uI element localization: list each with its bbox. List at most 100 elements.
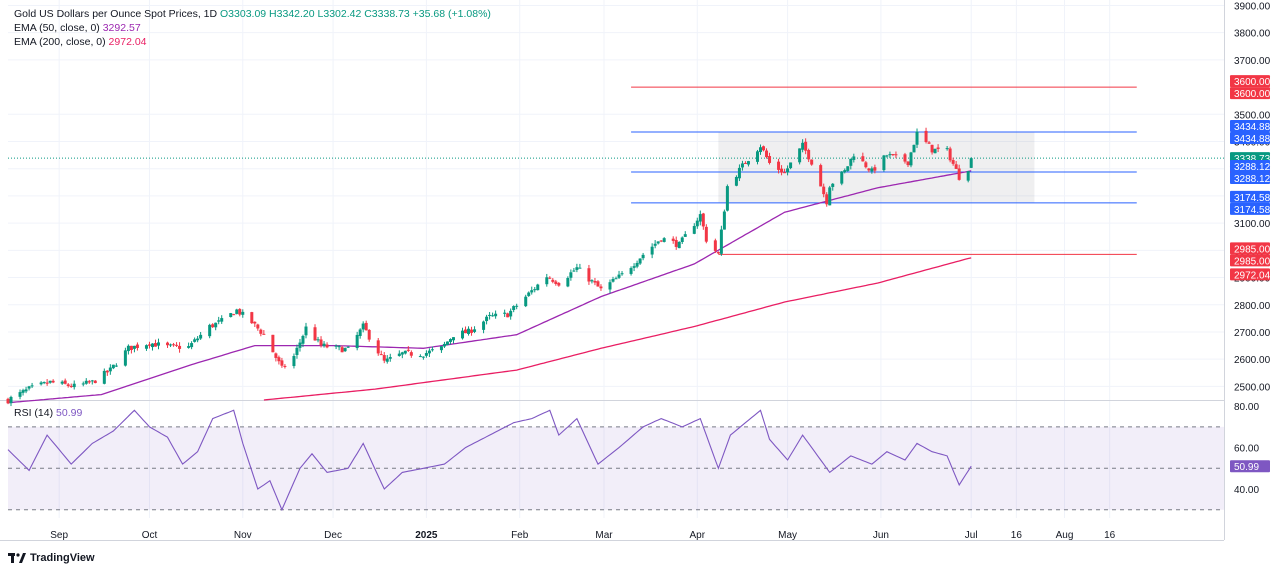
candle [864, 160, 868, 169]
candle-body [849, 158, 853, 166]
candle-body [659, 240, 663, 242]
candle [403, 350, 407, 355]
candle-body [27, 386, 31, 389]
candle-body [915, 131, 919, 145]
price-tick-label: 3900.00 [1234, 1, 1271, 12]
candle-body [789, 162, 793, 169]
candle [632, 263, 636, 272]
tradingview-logo[interactable]: TradingView [8, 552, 95, 564]
candle-body [888, 154, 892, 156]
candle-body [153, 343, 157, 347]
candle [713, 238, 717, 254]
candle-body [927, 142, 931, 144]
time-tick-label: Sep [50, 530, 68, 541]
candle [948, 146, 952, 163]
candle [448, 338, 452, 345]
candle [548, 276, 552, 280]
candle [172, 342, 176, 347]
candle-body [379, 354, 383, 356]
candle [801, 139, 805, 153]
candle-body [957, 168, 961, 180]
candle [524, 294, 528, 308]
candle-body [527, 292, 531, 296]
candle-body [196, 338, 200, 341]
candle [680, 236, 684, 244]
price-label-tag: 3434.88 [1230, 120, 1271, 133]
candle-body [485, 316, 489, 322]
candle-body [762, 146, 766, 151]
time-tick-label: Dec [324, 530, 342, 541]
candle-body [825, 194, 829, 205]
candle [129, 345, 133, 354]
candle [852, 153, 856, 163]
price-label-bg [1230, 202, 1270, 215]
candle [51, 379, 55, 384]
candle [780, 165, 784, 176]
candle-body [42, 382, 46, 384]
candle-body [650, 246, 654, 255]
candle [135, 342, 139, 351]
time-tick-label: Nov [234, 530, 252, 541]
candle [304, 322, 308, 339]
candle [406, 346, 410, 352]
candle [903, 152, 907, 164]
candle [461, 327, 465, 340]
candle [111, 364, 115, 370]
candle-body [262, 333, 266, 335]
price-label-tag: 3600.00 [1230, 75, 1271, 88]
candle-body [304, 326, 308, 336]
candle [789, 162, 793, 170]
candle [545, 273, 549, 287]
candle [262, 330, 266, 335]
candle [819, 163, 823, 187]
candles-layer[interactable] [6, 127, 973, 407]
candle [722, 209, 726, 230]
legend-symbol-row[interactable]: Gold US Dollars per Ounce Spot Prices, 1… [14, 8, 491, 21]
price-label-tag: 2985.00 [1230, 242, 1271, 255]
candle-body [509, 310, 513, 317]
candle [150, 343, 154, 351]
candle [762, 145, 766, 152]
candle-body [461, 330, 465, 339]
candle [683, 231, 687, 237]
candle [755, 149, 759, 165]
candle-body [24, 389, 28, 392]
candle-body [178, 345, 182, 349]
candle [473, 326, 477, 334]
candle [674, 236, 678, 250]
candle [235, 308, 239, 315]
candle-body [18, 392, 22, 397]
legend-ema200-row[interactable]: EMA (200, close, 0) 2972.04 [14, 36, 147, 49]
candle-body [674, 240, 678, 247]
candle [60, 380, 64, 385]
candle-body [271, 334, 275, 353]
candle [512, 305, 516, 313]
rsi-value: 50.99 [56, 407, 83, 419]
legend-rsi-row[interactable]: RSI (14) 50.99 [14, 407, 82, 420]
price-label-tag: 3288.12 [1230, 171, 1271, 185]
candle [765, 148, 769, 159]
candle-body [403, 350, 407, 354]
candle-body [376, 340, 380, 354]
grid-lines [0, 0, 1225, 541]
ema50-line [7, 170, 972, 404]
candle-body [870, 168, 874, 172]
legend-ema50-row[interactable]: EMA (50, close, 0) 3292.57 [14, 22, 141, 35]
candle [807, 148, 811, 163]
candle-body [698, 214, 702, 222]
candle [253, 321, 257, 328]
candle [828, 185, 832, 206]
candle-body [448, 339, 452, 342]
candle-body [51, 380, 55, 383]
candle-body [232, 314, 236, 316]
candle-body [936, 147, 940, 149]
candle [123, 347, 127, 367]
candle [488, 312, 492, 320]
candle [882, 154, 886, 172]
candle [554, 279, 558, 286]
candle [945, 146, 949, 151]
candle [190, 341, 194, 350]
candle [424, 350, 428, 358]
price-label-text: 3434.88 [1234, 134, 1271, 145]
